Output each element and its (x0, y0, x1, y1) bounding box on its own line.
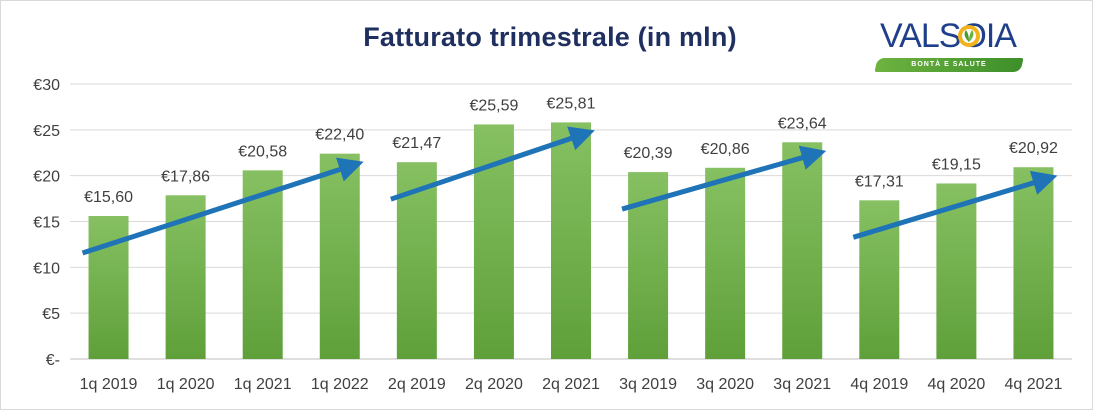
bar (705, 167, 746, 359)
bar (551, 122, 591, 360)
data-label: €22,40 (315, 127, 364, 144)
valsoia-logo: VALSOIA BONTÀ E SALUTE (874, 14, 1024, 76)
trend-arrow (81, 157, 364, 256)
data-label: €17,86 (161, 168, 210, 185)
y-tick-label: €10 (33, 260, 60, 277)
bar (1013, 167, 1054, 359)
x-tick-label: 1q 2019 (80, 376, 138, 393)
y-axis-ticks: €- €5 €10 €15 €20 €25 €30 (33, 77, 60, 369)
data-label: €25,59 (469, 97, 518, 114)
x-tick-label: 3q 2019 (619, 376, 677, 393)
data-label: €17,31 (855, 173, 904, 190)
bars (88, 122, 1054, 360)
x-tick-label: 3q 2020 (696, 376, 754, 393)
data-label: €25,81 (547, 95, 596, 112)
x-axis-ticks: 1q 2019 1q 2020 1q 2021 1q 2022 2q 2019 2q 20… (80, 376, 1063, 393)
trend-arrow (852, 170, 1058, 240)
logo-brand-text: VALSOIA (880, 16, 1017, 56)
bar (319, 153, 360, 359)
y-tick-label: €20 (33, 169, 60, 186)
data-label: €15,60 (84, 189, 133, 206)
data-label: €20,39 (624, 145, 673, 162)
x-tick-label: 4q 2019 (850, 376, 908, 393)
bar (782, 142, 823, 359)
x-tick-label: 2q 2019 (388, 376, 446, 393)
bar (242, 170, 283, 359)
trend-arrow (621, 145, 827, 212)
data-label: €20,86 (701, 141, 750, 158)
data-labels: €15,60 €17,86 €20,58 €22,40 €21,47 €25,59 €25,… (84, 95, 1058, 206)
x-tick-label: 1q 2021 (234, 376, 292, 393)
data-label: €23,64 (778, 115, 827, 132)
logo-slogan: BONTÀ E SALUTE (911, 61, 987, 68)
data-label: €19,15 (932, 156, 981, 173)
data-label: €21,47 (392, 135, 441, 152)
logo-brand: VALSOIA (880, 17, 1017, 55)
x-tick-label: 3q 2021 (773, 376, 831, 393)
logo-emblem-icon (958, 25, 980, 47)
data-label: €20,92 (1009, 140, 1058, 157)
x-tick-label: 4q 2020 (927, 376, 985, 393)
y-tick-label: €- (46, 352, 60, 369)
trend-arrow (390, 126, 595, 202)
y-tick-label: €30 (33, 77, 60, 94)
x-tick-label: 1q 2022 (311, 376, 369, 393)
trend-arrows (81, 126, 1058, 256)
data-label: €20,58 (238, 143, 287, 160)
x-tick-label: 2q 2020 (465, 376, 523, 393)
y-tick-label: €5 (42, 306, 60, 323)
x-tick-label: 4q 2021 (1005, 376, 1063, 393)
chart-title: Fatturato trimestrale (in mln) (363, 22, 737, 52)
y-tick-label: €25 (33, 123, 60, 140)
y-tick-label: €15 (33, 215, 60, 232)
x-tick-label: 2q 2021 (542, 376, 600, 393)
x-tick-label: 1q 2020 (157, 376, 215, 393)
